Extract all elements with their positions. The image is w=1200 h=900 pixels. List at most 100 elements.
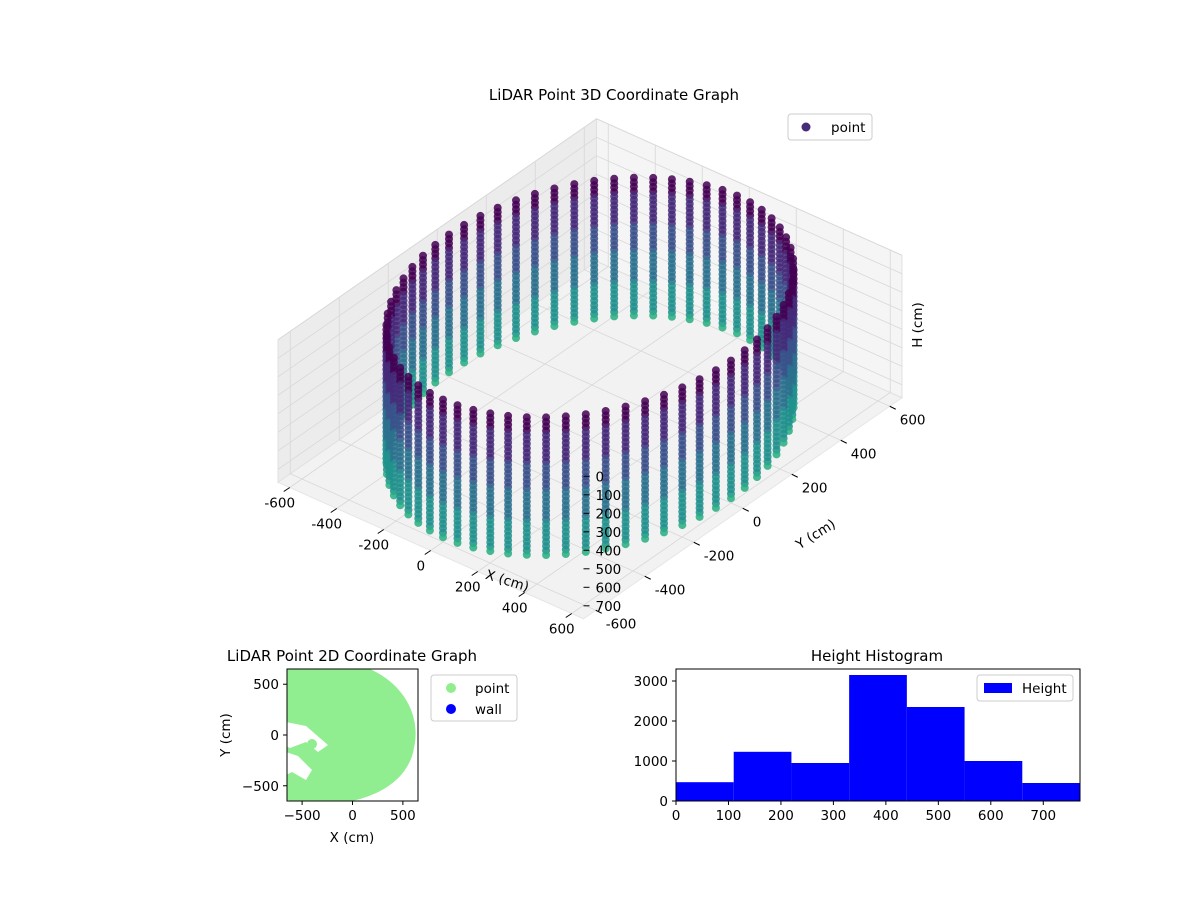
y-tick-mark-3d [693,541,700,546]
gridline-y [289,331,596,611]
point-marker-3d [629,311,638,320]
point-marker-3d [512,334,520,342]
point-marker-3d [469,543,478,552]
point-marker-3d [542,551,551,559]
z-tick-label-3d: 400 [596,543,622,559]
z-tick-label-3d: 300 [596,525,622,541]
x-tick-mark-3d [377,529,385,534]
x-tick-label-3d: 600 [549,622,575,638]
histogram-bar [733,751,792,801]
point-marker-3d [414,518,423,527]
point-marker-3d [649,311,658,320]
x-tick-label-histogram: 100 [716,808,742,824]
point-marker-3d [431,378,440,387]
point-marker-3d [476,349,485,358]
z-tick-label-3d: 200 [596,506,622,522]
z-tick-label-3d: 700 [596,599,622,615]
y-tick-label-3d: -600 [606,616,637,632]
legend-box-histogram [976,674,1074,702]
y-tick-label-3d: 600 [900,412,926,428]
x-tick-label-histogram: 0 [672,808,681,824]
legend-label-point-2d: point [475,681,509,697]
chart-title-histogram: Height Histogram [811,647,943,665]
point-cloud-3d [382,173,798,559]
empty-region-2d-b [287,752,312,780]
plot-3d: LiDAR Point 3D Coordinate Graph -600 -400… [264,86,926,638]
axes-3d: -600 -400 -200 0 200 400 600 -600 -400 -200 0 200 40… [264,405,926,638]
gridline-x [571,250,891,614]
empty-region-2d [287,722,328,752]
y-tick-label-histogram: 0 [659,794,668,810]
x-tick-label-2d: 500 [390,808,416,824]
histogram-bars [676,675,1080,801]
y-tick-label-histogram: 3000 [634,674,668,690]
x-tick-mark-3d [471,571,479,576]
wall-marker-2d [307,739,317,749]
point-marker-3d [740,483,749,492]
point-marker-3d [702,318,711,327]
point-marker-3d [772,450,781,459]
point-marker-3d [711,503,720,512]
point-marker-3d [660,528,668,537]
legend-2d: point wall [430,674,518,722]
point-marker-3d [425,526,434,535]
x-tick-mark-3d [330,508,338,513]
x-tick-label-3d: -600 [264,496,295,512]
gridline-h [277,155,903,378]
point-marker-3d [445,368,453,377]
point-marker-3d [439,533,447,542]
point-marker-3d [678,521,687,530]
histogram-bar [791,763,850,801]
point-marker-3d [763,461,772,470]
y-tick-mark-3d [791,473,798,478]
y-tick-label-2d: 0 [270,728,279,744]
point-marker-3d [727,494,735,503]
x-axis-label-2d: X (cm) [330,830,375,846]
point-marker-3d [396,501,405,510]
plot-area-2d [287,669,416,801]
point-marker-3d [621,540,630,549]
y-tick-mark-3d [742,507,749,512]
point-marker-3d [561,550,570,558]
point-marker-3d [610,312,619,321]
point-marker-3d [641,534,650,543]
x-tick-mark-3d [283,487,291,492]
y-axis-label-3d: Y (cm) [792,516,838,553]
legend-marker-point-3d [801,122,811,132]
histogram-bar [906,707,965,801]
x-tick-label-histogram: 200 [768,808,794,824]
point-marker-3d [530,327,539,336]
y-tick-label-3d: 0 [753,514,762,530]
y-tick-label-3d: 200 [802,480,828,496]
plot-histogram: Height Histogram 0 100 200 300 400 500 600 7000… [634,647,1081,824]
y-tick-mark-3d [889,405,896,410]
point-marker-3d [493,341,502,350]
legend-marker-wall-2d [446,704,456,714]
y-tick-label-3d: -400 [655,582,686,598]
point-marker-3d [570,317,579,326]
legend-3d: point [787,113,873,141]
point-marker-3d [746,335,755,344]
point-marker-3d [733,329,741,338]
point-marker-3d [486,547,495,556]
x-tick-label-histogram: 600 [978,808,1004,824]
point-marker-3d [601,544,610,553]
point-marker-3d [753,473,761,482]
point-marker-3d [667,312,676,321]
y-tick-label-histogram: 2000 [634,714,668,730]
x-tick-label-histogram: 300 [821,808,847,824]
point-marker-3d [718,323,727,332]
legend-label-height: Height [1022,681,1067,697]
x-tick-label-3d: -200 [358,538,389,554]
z-tick-label-3d: 500 [596,562,622,578]
y-tick-label-2d: −500 [242,779,279,795]
y-tick-label-3d: -200 [704,548,735,564]
x-tick-mark-3d [518,592,526,597]
z-axis-label-3d: H (cm) [910,302,926,348]
legend-swatch-height [984,683,1012,693]
point-marker-3d [590,314,599,323]
point-marker-3d [550,322,559,331]
y-tick-label-histogram: 1000 [634,754,668,770]
point-marker-3d [460,358,469,367]
